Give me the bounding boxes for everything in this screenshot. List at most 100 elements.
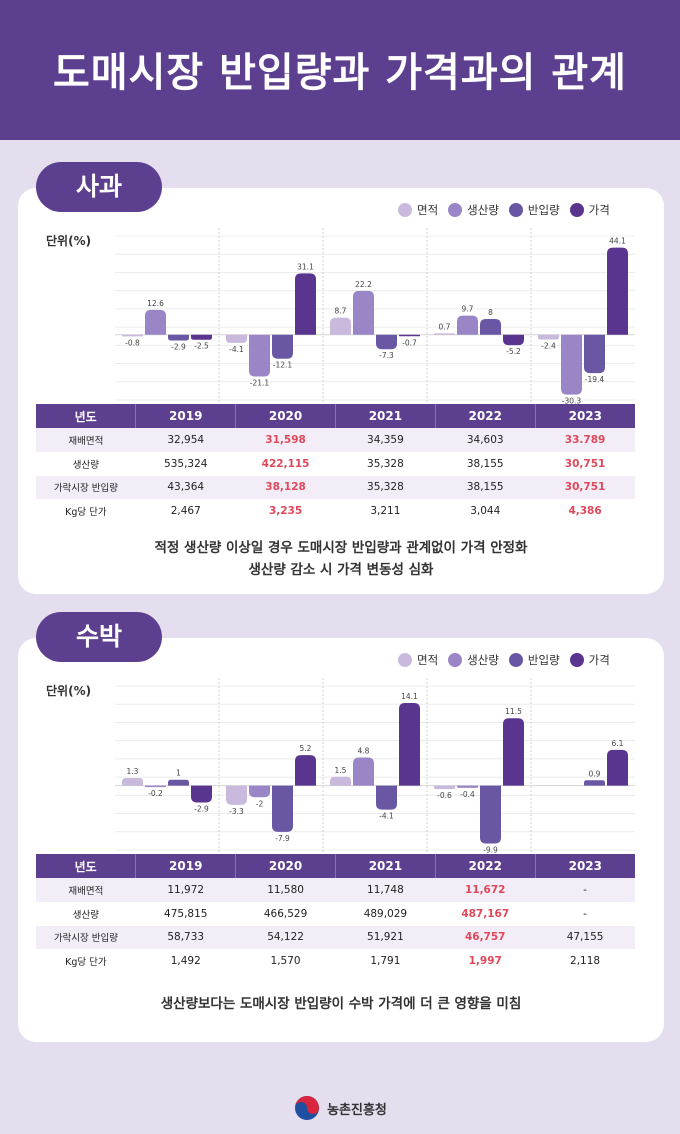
- table-cell: 38,155: [435, 451, 536, 476]
- data-label: 0.7: [439, 322, 451, 331]
- table-header-cell: 2022: [434, 404, 536, 428]
- table-row: Kg당 단가 2,467 3,235 3,211 3,044 4,386: [36, 499, 635, 524]
- bar: [145, 785, 166, 788]
- table-cell: 11,972: [135, 878, 236, 902]
- legend-apple: 면적 생산량 반입량 가격: [398, 202, 610, 218]
- bar: [249, 785, 270, 798]
- legend-swatch: [398, 203, 412, 217]
- data-label: -2: [256, 799, 264, 808]
- table-header-cell: 2021: [334, 404, 436, 428]
- note-line: 생산량보다는 도매시장 반입량이 수박 가격에 더 큰 영향을 미침: [160, 996, 522, 1012]
- table-cell: 58,733: [135, 925, 236, 950]
- legend-item: 면적: [398, 652, 438, 668]
- bar: [480, 785, 501, 844]
- legend-item: 가격: [569, 202, 610, 218]
- bar: [272, 785, 293, 832]
- bar: [503, 718, 524, 786]
- data-label: -7.9: [275, 834, 290, 843]
- bar: [457, 315, 478, 335]
- data-label: 22.2: [355, 280, 372, 289]
- data-label: 1.3: [127, 767, 139, 776]
- bar: [168, 334, 189, 341]
- table-cell: 3,235: [235, 499, 336, 524]
- table-header-cell: 2020: [235, 854, 336, 878]
- bar: [584, 780, 605, 786]
- table-cell: -: [535, 878, 635, 902]
- legend-item: 면적: [398, 202, 438, 218]
- data-label: -3.3: [229, 807, 244, 816]
- bar: [145, 309, 166, 335]
- bar: [399, 702, 420, 786]
- table-cell: 535,324: [135, 451, 236, 476]
- data-label: -0.4: [460, 790, 475, 799]
- table-header-cell: 2019: [135, 854, 236, 878]
- legend-swatch: [569, 653, 584, 667]
- table-row: 가락시장 반입량 43,364 38,128 35,328 38,155 30,751: [36, 475, 635, 500]
- data-label: -4.1: [229, 345, 244, 354]
- table-cell: 38,155: [435, 475, 536, 500]
- table-cell: 32,954: [135, 428, 236, 452]
- legend-watermelon: 면적 생산량 반입량 가격: [398, 652, 610, 668]
- table-cell: 34,359: [335, 428, 436, 452]
- table-cell: 1,492: [135, 949, 236, 974]
- bar-chart-watermelon: 1.3 -0.2 1 -2.9 -3.3 -2 -7.9 5.2 1.5 4.8 -4.1 14.1 -…: [115, 678, 635, 855]
- bar: [353, 290, 374, 335]
- legend-swatch: [508, 653, 523, 667]
- header-banner: 도매시장 반입량과 가격과의 관계: [0, 0, 680, 140]
- legend-item: 반입량: [508, 652, 560, 668]
- bar: [249, 334, 270, 377]
- legend-swatch: [448, 203, 463, 217]
- table-header-cell: 2020: [235, 404, 336, 428]
- table-row: 가락시장 반입량 58,733 54,122 51,921 46,757 47,155: [36, 925, 635, 950]
- table-cell: 489,029: [335, 901, 436, 926]
- data-label: 9.7: [462, 305, 474, 314]
- table-cell: 2,467: [135, 499, 236, 524]
- legend-item: 가격: [569, 652, 610, 668]
- table-cell: 3,211: [335, 499, 436, 524]
- table-row: 재배면적 11,972 11,580 11,748 11,672-: [36, 878, 635, 902]
- table-row: Kg당 단가 1,492 1,570 1,791 1,997 2,118: [36, 949, 635, 974]
- table-header-cell: 2019: [135, 404, 236, 428]
- legend-label: 반입량: [527, 653, 560, 667]
- legend-swatch: [508, 203, 523, 217]
- row-label: 가락시장 반입량: [36, 475, 136, 500]
- data-label: 12.6: [147, 299, 164, 308]
- table-cell: 31,598: [235, 428, 336, 452]
- legend-swatch: [398, 653, 412, 667]
- legend-label: 생산량: [467, 203, 499, 217]
- table-cell: 30,751: [535, 451, 635, 476]
- table-row: 생산량 475,815 466,529 489,029 487,167-: [36, 901, 635, 926]
- bar: [376, 334, 397, 350]
- bar: [353, 757, 374, 786]
- data-label: -9.9: [483, 846, 498, 855]
- table-cell: 43,364: [135, 475, 236, 500]
- data-label: 6.1: [612, 739, 624, 748]
- bar: [561, 334, 582, 395]
- legend-label: 생산량: [467, 653, 499, 667]
- bar: [226, 785, 247, 805]
- table-cell: 422,115: [235, 451, 336, 476]
- bar: [330, 776, 351, 786]
- footer: 농촌진흥청: [0, 1094, 680, 1122]
- table-header-cell: 년도: [36, 404, 136, 428]
- table-cell: 34,603: [435, 428, 536, 452]
- table-cell: 1,570: [235, 949, 336, 974]
- table-cell: 11,672: [435, 878, 536, 902]
- table-header-cell: 2022: [434, 854, 536, 878]
- summary-note-watermelon: 생산량보다는 도매시장 반입량이 수박 가격에 더 큰 영향을 미침: [18, 993, 664, 1015]
- data-label: 44.1: [609, 237, 626, 246]
- table-cell: 4,386: [535, 499, 635, 524]
- table-header-cell: 2021: [334, 854, 436, 878]
- row-label: 가락시장 반입량: [36, 925, 136, 950]
- summary-note-apple: 적정 생산량 이상일 경우 도매시장 반입량과 관계없이 가격 안정화 생산량 감…: [18, 537, 664, 581]
- table-cell: 35,328: [335, 475, 436, 500]
- table-header-cell: 2023: [534, 404, 635, 428]
- row-label: 재배면적: [36, 878, 136, 902]
- table-header-cell: 2023: [534, 854, 635, 878]
- data-label: -2.9: [194, 805, 209, 814]
- bar: [607, 247, 628, 335]
- data-label: -0.2: [148, 789, 163, 798]
- data-label: -2.4: [541, 342, 556, 351]
- page-title: 도매시장 반입량과 가격과의 관계: [53, 50, 627, 96]
- data-label: 0.9: [589, 769, 601, 778]
